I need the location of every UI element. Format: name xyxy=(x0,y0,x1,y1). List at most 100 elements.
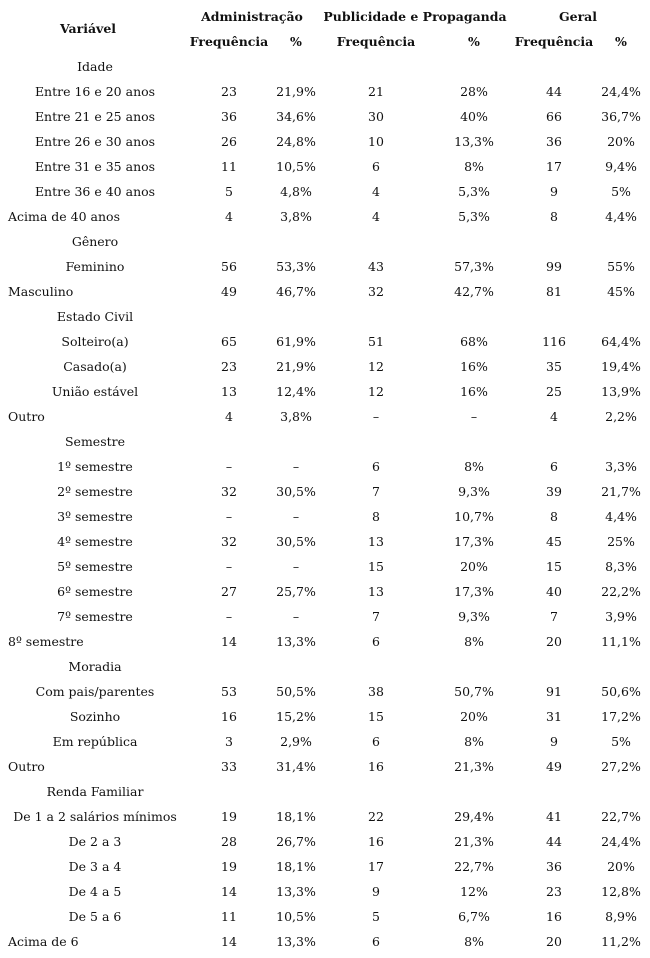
row-label: União estável xyxy=(51,383,139,399)
cell: 25% xyxy=(607,533,635,549)
cell: 13 xyxy=(221,383,237,399)
row-label: Acima de 6 xyxy=(8,933,79,949)
cell: 49 xyxy=(221,283,237,299)
cell: 4 xyxy=(225,208,233,224)
section-title: Estado Civil xyxy=(56,308,134,324)
cell: 4 xyxy=(372,183,380,199)
cell: 46,7% xyxy=(276,283,316,299)
cell: 12,8% xyxy=(601,883,641,899)
cell: 30,5% xyxy=(276,533,316,549)
cell: 40 xyxy=(546,583,562,599)
row-label: Em república xyxy=(52,733,138,749)
cell: 34,6% xyxy=(276,108,316,124)
cell: 66 xyxy=(546,108,562,124)
cell: 12 xyxy=(368,358,384,374)
cell: 5 xyxy=(372,908,380,924)
group-header: Geral xyxy=(558,8,598,24)
cell: 6 xyxy=(372,933,380,949)
row-label: De 1 a 2 salários mínimos xyxy=(13,808,177,824)
cell: 3,8% xyxy=(280,208,312,224)
row-label: Outro xyxy=(8,408,45,424)
cell: 56 xyxy=(221,258,237,274)
cell: 6 xyxy=(550,458,558,474)
cell: 53 xyxy=(221,683,237,699)
cell: 7 xyxy=(372,608,380,624)
cell: 24,8% xyxy=(276,133,316,149)
cell: 17,3% xyxy=(454,533,494,549)
cell: 91 xyxy=(546,683,562,699)
group-header: Administração xyxy=(201,8,303,24)
cell: 18,1% xyxy=(276,808,316,824)
cell: 68% xyxy=(460,333,488,349)
cell: 44 xyxy=(546,833,562,849)
cell: 43 xyxy=(368,258,384,274)
section-title: Semestre xyxy=(64,433,126,449)
row-label: Casado(a) xyxy=(63,358,127,374)
cell: 5 xyxy=(225,183,233,199)
cell: 31,4% xyxy=(276,758,316,774)
cell: 10,7% xyxy=(454,508,494,524)
section-title: Renda Familiar xyxy=(46,783,144,799)
section-title: Gênero xyxy=(71,233,119,249)
cell: 6 xyxy=(372,633,380,649)
cell: 11 xyxy=(221,908,237,924)
cell: 4 xyxy=(225,408,233,424)
cell: 23 xyxy=(221,358,237,374)
cell: 9 xyxy=(550,183,558,199)
cell: 7 xyxy=(372,483,380,499)
cell: 13,3% xyxy=(276,883,316,899)
cell: – xyxy=(292,608,300,624)
cell: 22,2% xyxy=(601,583,641,599)
cell: 16 xyxy=(368,758,384,774)
cell: 4,4% xyxy=(605,208,637,224)
cell: 15 xyxy=(368,708,384,724)
cell: 36 xyxy=(221,108,237,124)
cell: 65 xyxy=(221,333,237,349)
cell: 64,4% xyxy=(601,333,641,349)
cell: 45 xyxy=(546,533,562,549)
cell: 18,1% xyxy=(276,858,316,874)
cell: 13,9% xyxy=(601,383,641,399)
cell: 14 xyxy=(221,633,237,649)
cell: 25 xyxy=(546,383,562,399)
cell: 39 xyxy=(546,483,562,499)
cell: 61,9% xyxy=(276,333,316,349)
cell: 41 xyxy=(546,808,562,824)
cell: 15,2% xyxy=(276,708,316,724)
cell: – xyxy=(225,508,233,524)
cell: 11,1% xyxy=(601,633,641,649)
row-label: 5º semestre xyxy=(57,558,133,574)
cell: 55% xyxy=(607,258,635,274)
cell: 16 xyxy=(221,708,237,724)
cell: 17,3% xyxy=(454,583,494,599)
cell: 26 xyxy=(221,133,237,149)
cell: 40% xyxy=(460,108,488,124)
cell: 9 xyxy=(372,883,380,899)
cell: – xyxy=(470,408,478,424)
cell: 14 xyxy=(221,933,237,949)
cell: 13,3% xyxy=(276,633,316,649)
row-label: Entre 31 e 35 anos xyxy=(34,158,156,174)
cell: 20% xyxy=(607,858,635,874)
cell: 10,5% xyxy=(276,908,316,924)
cell: 116 xyxy=(542,333,566,349)
cell: 22 xyxy=(368,808,384,824)
row-label: De 4 a 5 xyxy=(68,883,122,899)
row-label: 6º semestre xyxy=(57,583,133,599)
cell: 23 xyxy=(546,883,562,899)
cell: 30,5% xyxy=(276,483,316,499)
cell: 16 xyxy=(368,833,384,849)
cell: 35 xyxy=(546,358,562,374)
cell: 3 xyxy=(225,733,233,749)
cell: 6,7% xyxy=(458,908,490,924)
cell: 10,5% xyxy=(276,158,316,174)
cell: 5,3% xyxy=(458,208,490,224)
row-label: Solteiro(a) xyxy=(61,333,129,349)
cell: 8 xyxy=(372,508,380,524)
section-title: Idade xyxy=(77,58,113,74)
cell: 51 xyxy=(368,333,384,349)
cell: 9 xyxy=(550,733,558,749)
cell: 13,3% xyxy=(276,933,316,949)
row-label: De 5 a 6 xyxy=(68,908,122,924)
